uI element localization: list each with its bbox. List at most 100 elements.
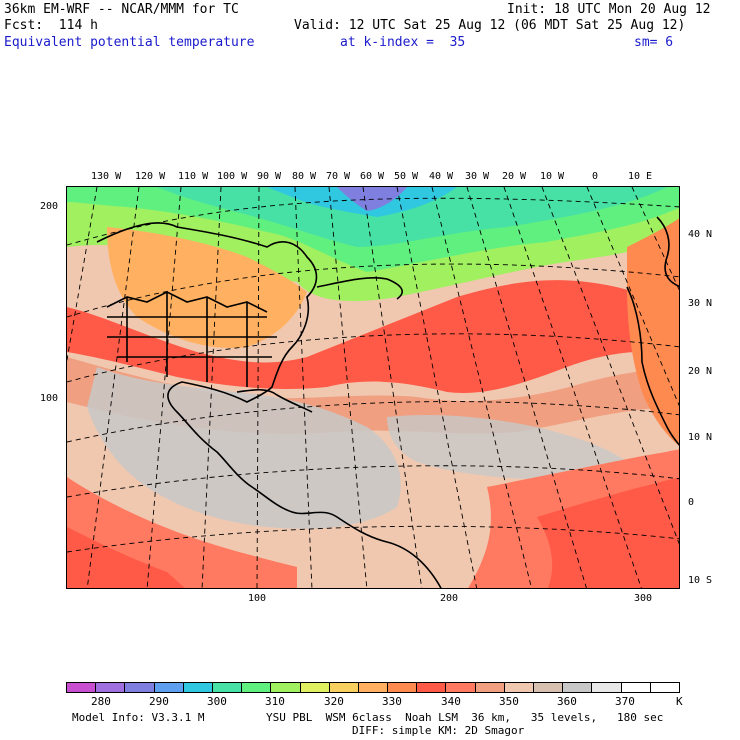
colorbar-tick-label: 350 [499, 695, 519, 708]
lon-label: 110 W [178, 171, 209, 182]
colorbar-swatch [271, 683, 301, 692]
colorbar-tick-label: 300 [207, 695, 227, 708]
colorbar-swatch [621, 683, 651, 692]
lat-label: 10 N [688, 432, 713, 443]
graticule [67, 187, 679, 588]
lat-label: 20 N [688, 366, 713, 377]
colorbar-tick-label: 290 [149, 695, 169, 708]
lon-label: 50 W [394, 171, 419, 182]
meridian [396, 187, 478, 588]
lon-label: 90 W [257, 171, 282, 182]
level-index: at k-index = 35 [340, 35, 466, 50]
cuba-coast [236, 388, 313, 413]
init-time: Init: 18 UTC Mon 20 Aug 12 [507, 2, 711, 17]
colorbar-swatch [358, 683, 389, 692]
lon-label: 130 W [91, 171, 122, 182]
colorbar-swatch [563, 683, 593, 692]
warm-band-fill [67, 280, 679, 393]
field-name: Equivalent potential temperature [4, 35, 255, 50]
lon-label: 60 W [360, 171, 385, 182]
africa-coast [626, 286, 679, 446]
model-title: 36km EM-WRF -- NCAR/MMM for TC [4, 2, 239, 17]
colorbar-swatch [388, 683, 418, 692]
forecast-hour: Fcst: 114 h [4, 18, 98, 33]
colorbar-swatch [534, 683, 564, 692]
colorbar-swatch [300, 683, 330, 692]
lon-label: 20 W [502, 171, 527, 182]
lon-label: 30 W [465, 171, 490, 182]
lat-label: 40 N [688, 229, 713, 240]
lon-label: 40 W [429, 171, 454, 182]
lon-label: 80 W [292, 171, 317, 182]
valid-time: Valid: 12 UTC Sat 25 Aug 12 (06 MDT Sat … [294, 18, 686, 33]
colorbar-swatch [650, 683, 679, 692]
us-canada-border [106, 291, 268, 313]
colorbar-swatch [329, 683, 359, 692]
south-hot-fill [67, 527, 185, 588]
meridian [146, 187, 182, 588]
state-borders-horizontal [107, 316, 277, 358]
colorbar-swatch [212, 683, 243, 692]
colorbar-tick-label: 370 [615, 695, 635, 708]
colorbar-swatch [446, 683, 476, 692]
colorbar-swatch [67, 683, 97, 692]
colorbar-swatch [504, 683, 534, 692]
parallel-20N [67, 401, 679, 443]
theta-e-map [66, 186, 680, 589]
equator-line [67, 525, 679, 553]
meridian [362, 187, 423, 588]
colorbar-swatch [417, 683, 447, 692]
colorbar-swatch [183, 683, 213, 692]
meridian [466, 187, 587, 588]
meridian [328, 187, 368, 588]
meridian [631, 187, 679, 291]
colorbar-swatch [592, 683, 622, 692]
colorbar-swatch [475, 683, 505, 692]
lon-label: 10 W [540, 171, 565, 182]
colorbar-swatch [125, 683, 155, 692]
meridian [503, 187, 642, 588]
europe-coast [656, 216, 679, 288]
high-latitude-fill [157, 187, 667, 247]
deep-tropics-fill [87, 367, 401, 529]
meridian [586, 187, 679, 407]
colorbar-tick-label: 330 [382, 695, 402, 708]
colorbar-tick-label: 320 [324, 695, 344, 708]
lon-label: 0 [592, 171, 599, 182]
grid-label-bottom: 100 [248, 593, 267, 604]
grid-label-left: 100 [40, 393, 59, 404]
colorbar-swatch [242, 683, 272, 692]
physics-info: YSU PBL WSM 6class Noah LSM 36 km, 35 le… [266, 711, 664, 724]
grid-label-bottom: 300 [634, 593, 653, 604]
colorbar-tick-label: 310 [265, 695, 285, 708]
colorbar-unit: K [676, 695, 683, 708]
deep-tropics-fill-east [387, 415, 627, 480]
lat-label: 30 N [688, 298, 713, 309]
lon-label: 100 W [217, 171, 248, 182]
americas-coast [96, 222, 442, 588]
grid-label-left: 200 [40, 201, 59, 212]
colorbar-swatch [154, 683, 184, 692]
grid-label-bottom: 200 [440, 593, 459, 604]
state-borders [126, 292, 248, 387]
colorbar-tick-label: 280 [91, 695, 111, 708]
colorbar [66, 682, 680, 693]
coastlines [96, 216, 679, 588]
parallel-30N [67, 333, 679, 383]
colorbar-tick-label: 360 [557, 695, 577, 708]
meridian [256, 187, 260, 588]
meridian [431, 187, 532, 588]
model-info: Model Info: V3.3.1 M [72, 711, 205, 724]
colorbar-tick-label: 340 [441, 695, 461, 708]
parallel-40N [67, 263, 679, 318]
meridian [294, 187, 313, 588]
map-canvas [67, 187, 679, 588]
smoothing-value: sm= 6 [634, 35, 674, 50]
lon-label: 120 W [135, 171, 166, 182]
maritimes-coast [316, 277, 403, 300]
lat-label: 0 [688, 497, 695, 508]
lon-label: 10 E [628, 171, 653, 182]
lat-label: 10 S [688, 575, 713, 586]
meridian [86, 187, 140, 588]
lon-label: 70 W [326, 171, 351, 182]
